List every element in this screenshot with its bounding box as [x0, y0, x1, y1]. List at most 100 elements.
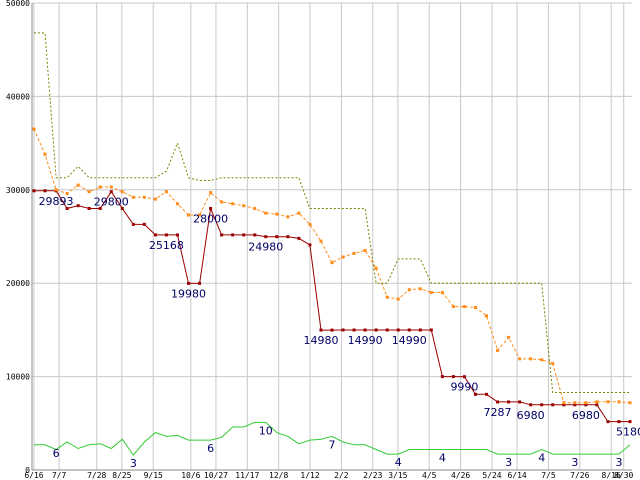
x-tick-label: 7/7: [52, 471, 67, 480]
x-tick-label: 11/17: [235, 471, 259, 480]
y-tick-label: 10000: [6, 373, 30, 382]
series-point-1: [131, 195, 135, 199]
series-point-0: [65, 206, 69, 210]
series-point-1: [76, 183, 80, 187]
series-point-1: [98, 185, 102, 189]
x-tick-label: 3/15: [388, 471, 407, 480]
x-tick-label: 6/16: [24, 471, 43, 480]
x-tick-label: 7/26: [570, 471, 589, 480]
series-point-1: [242, 204, 246, 208]
y-tick-label: 40000: [6, 92, 30, 101]
x-tick-label: 10/6: [181, 471, 200, 480]
x-tick-label: 8/16: [602, 471, 621, 480]
axes: [31, 3, 632, 471]
series-point-0: [76, 204, 80, 208]
series-point-0: [142, 222, 146, 226]
series-point-1: [198, 213, 202, 217]
series-point-1: [573, 401, 577, 405]
series-point-1: [451, 305, 455, 309]
data-label: 25168: [149, 239, 184, 252]
series-point-1: [385, 295, 389, 299]
data-label: 28000: [193, 212, 228, 225]
series-point-0: [242, 233, 246, 237]
y-tick-label: 30000: [6, 186, 30, 195]
series-point-0: [220, 233, 224, 237]
x-tick-label: 2/2: [334, 471, 349, 480]
count-label: 3: [505, 456, 512, 469]
data-label: 14990: [348, 334, 383, 347]
series-point-0: [540, 403, 544, 407]
x-tick-label: 1/12: [300, 471, 319, 480]
series-point-1: [628, 401, 632, 405]
data-label: 24980: [248, 241, 283, 254]
series-point-0: [264, 235, 268, 239]
data-label: 19980: [171, 287, 206, 300]
series-point-1: [562, 401, 566, 405]
data-label: 29800: [94, 196, 129, 209]
x-tick-label: 5/24: [482, 471, 501, 480]
count-label: 4: [395, 456, 402, 469]
series-point-1: [418, 287, 422, 291]
series-point-1: [374, 266, 378, 270]
series-point-0: [451, 375, 455, 379]
count-label: 10: [259, 424, 273, 437]
series-point-1: [396, 297, 400, 301]
series-point-0: [120, 206, 124, 210]
count-label: 4: [439, 451, 446, 464]
series-point-1: [407, 288, 411, 292]
series-point-0: [462, 375, 466, 379]
series-point-1: [529, 357, 533, 361]
series-point-0: [187, 281, 191, 285]
series-point-0: [429, 328, 433, 332]
count-label: 4: [538, 451, 545, 464]
series-point-1: [120, 190, 124, 194]
data-label: 6980: [517, 409, 545, 422]
x-tick-label: 9/15: [144, 471, 163, 480]
series-lines: [32, 32, 632, 456]
series-point-0: [32, 189, 36, 193]
series-point-0: [584, 403, 588, 407]
series-point-0: [551, 403, 555, 407]
series-point-1: [330, 261, 334, 265]
series-point-0: [341, 328, 345, 332]
series-point-1: [352, 251, 356, 255]
series-point-1: [275, 212, 279, 216]
y-tick-label: 50000: [6, 0, 30, 8]
x-tick-label: 8/30: [614, 471, 633, 480]
series-point-1: [297, 211, 301, 215]
series-point-0: [374, 328, 378, 332]
series-point-0: [98, 206, 102, 210]
data-label: 14980: [303, 334, 338, 347]
series-point-1: [507, 335, 511, 339]
series-point-1: [540, 358, 544, 362]
series-point-0: [175, 233, 179, 237]
x-tick-label: 7/28: [87, 471, 106, 480]
series-point-1: [485, 314, 489, 318]
series-point-0: [617, 420, 621, 424]
series-point-1: [496, 348, 500, 352]
series-point-0: [529, 403, 533, 407]
series-point-0: [396, 328, 400, 332]
count-label: 6: [207, 442, 214, 455]
series-point-0: [231, 233, 235, 237]
y-tick-labels: 0 10000 20000 30000 40000 50000: [6, 0, 30, 475]
series-point-1: [164, 190, 168, 194]
data-label: 7287: [484, 406, 512, 419]
series-point-1: [87, 190, 91, 194]
series-point-0: [440, 375, 444, 379]
series-point-1: [518, 357, 522, 361]
series-point-0: [87, 206, 91, 210]
data-label: 29893: [39, 195, 74, 208]
series-point-0: [153, 233, 157, 237]
series-point-0: [164, 233, 168, 237]
series-point-0: [418, 328, 422, 332]
series-point-1: [142, 195, 146, 199]
series-point-1: [32, 127, 36, 131]
series-point-1: [606, 400, 610, 404]
series-point-1: [473, 305, 477, 309]
series-point-1: [231, 202, 235, 206]
count-label: 3: [615, 456, 622, 469]
x-tick-label: 7/5: [541, 471, 556, 480]
count-label: 6: [53, 447, 60, 460]
